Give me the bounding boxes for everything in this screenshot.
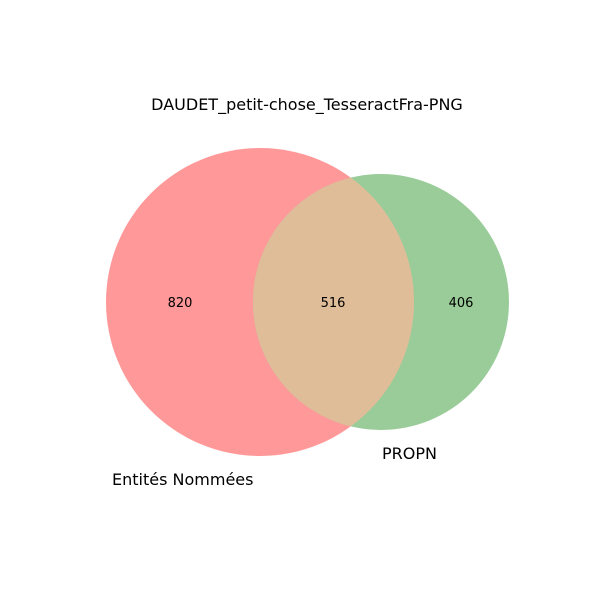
intersection-region bbox=[253, 174, 414, 430]
count-propn-only: 406 bbox=[449, 296, 474, 311]
set-label-propn: PROPN bbox=[382, 444, 437, 463]
set-label-entites-nommees: Entités Nommées bbox=[112, 470, 253, 489]
diagram-title: DAUDET_petit-chose_TesseractFra-PNG bbox=[151, 95, 463, 115]
count-entites-nommees-only: 820 bbox=[168, 296, 193, 311]
count-intersection: 516 bbox=[321, 296, 346, 311]
